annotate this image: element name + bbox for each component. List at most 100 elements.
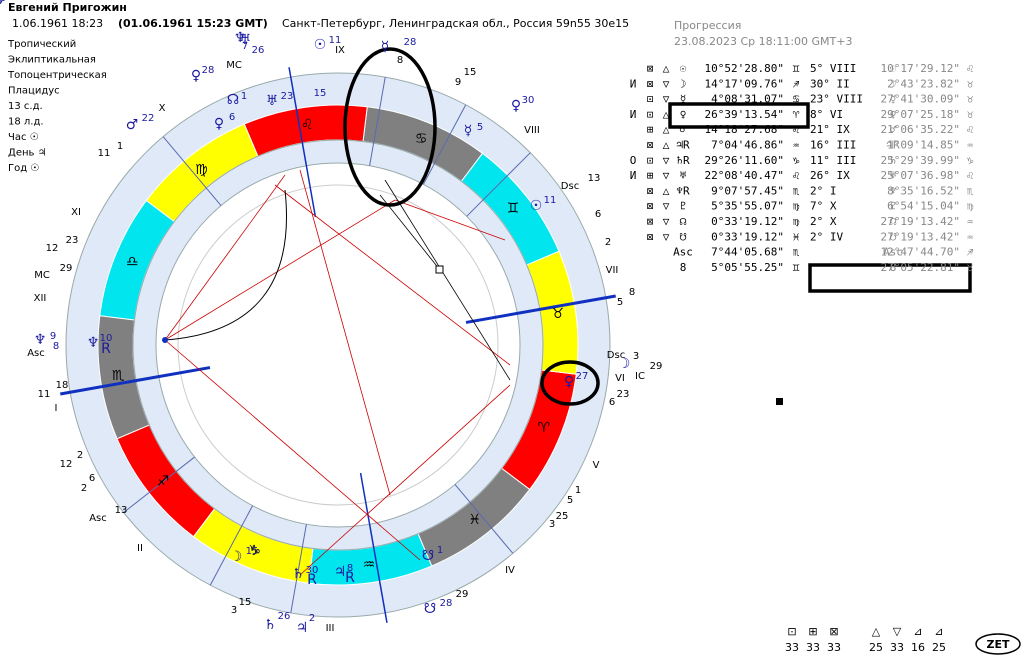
cusp-label: 3 — [549, 519, 555, 530]
planet-label: 8 — [53, 341, 59, 352]
stat-symbol: ⊿ — [934, 625, 943, 638]
table-cell: 27°19'13.42" — [881, 230, 960, 243]
table-cell: ♄R — [676, 154, 690, 167]
sign-glyph: ♈ — [538, 420, 551, 436]
table-cell: △ — [663, 108, 670, 121]
setting: Час ☉ — [8, 132, 39, 143]
table-cell: ♍ — [793, 215, 800, 228]
cusp-label: Asc — [89, 513, 107, 524]
table-cell: 26° IX — [810, 169, 850, 182]
table-cell: ⊡ — [647, 93, 654, 106]
sign-glyph: ♏ — [112, 368, 125, 384]
progression-date: 23.08.2023 Ср 18:11:00 GMT+3 — [674, 35, 853, 48]
table-cell: ♒ — [967, 230, 974, 243]
cusp-label: 5 — [567, 495, 573, 506]
inner-circle — [155, 162, 521, 528]
table-cell: ♊ — [793, 261, 800, 274]
cusp-label: VII — [606, 265, 619, 276]
cusp-label: 6 — [89, 473, 95, 484]
table-cell: 23° VIII — [810, 93, 863, 106]
aspect-arc — [164, 189, 287, 341]
table-cell: ☉ — [890, 62, 897, 75]
table-cell: △ — [663, 123, 670, 136]
cusp-label: 15 — [239, 597, 252, 608]
table-cell: Asc — [883, 246, 903, 259]
table-cell: 27°41'30.09" — [881, 93, 960, 106]
setting: День ♃ — [8, 148, 47, 159]
stat-symbol: ▽ — [893, 625, 902, 638]
planet-label: ♀ — [511, 98, 521, 114]
setting: Топоцентрическая — [7, 70, 107, 81]
cusp-label: XI — [71, 207, 81, 218]
table-cell: ♒ — [967, 215, 974, 228]
sign-glyph: ♑ — [249, 543, 262, 559]
table-cell: 4°08'31.07" — [711, 93, 784, 106]
highlight-box — [808, 263, 972, 293]
marker — [776, 398, 783, 405]
table-cell: 5°35'55.07" — [711, 200, 784, 213]
stat-symbol: ⊞ — [808, 625, 817, 638]
table-cell: ♀ — [890, 108, 897, 121]
aspect-line — [274, 184, 511, 366]
cusp-label: IC — [635, 371, 645, 382]
planet-label: 28 — [202, 65, 215, 76]
stat-symbol: △ — [872, 625, 881, 638]
planet-label: ☽ — [618, 356, 631, 372]
house-cusp — [123, 456, 195, 513]
planet-label: 10 — [100, 333, 113, 344]
sign-glyph: ♎ — [126, 254, 139, 270]
table-cell: ♈ — [793, 108, 800, 121]
cusp-label: 1 — [575, 485, 581, 496]
stat-symbol: ⊠ — [829, 625, 838, 638]
cusp-label: Asc — [27, 348, 45, 359]
cusp-label: 18 — [56, 380, 69, 391]
table-cell: ☉ — [680, 62, 687, 75]
table-cell: ▽ — [663, 215, 670, 228]
table-cell: 2° X — [810, 215, 837, 228]
table-cell: И — [630, 108, 637, 121]
table-cell: ♆ — [890, 184, 897, 197]
planet-label: ♅ — [266, 93, 279, 109]
table-cell: 25°07'36.98" — [881, 169, 960, 182]
highlight-box — [668, 102, 810, 129]
table-cell: 2° I — [810, 184, 837, 197]
table-cell: 8 — [680, 261, 687, 274]
house-cusp — [290, 524, 307, 613]
table-cell: ▽ — [663, 77, 670, 90]
table-cell: ♆R — [676, 184, 690, 197]
planet-label: 26 — [278, 611, 291, 622]
planet-label: 9 — [50, 331, 56, 342]
table-cell: ♇ — [890, 200, 897, 213]
cusp-label: VI — [615, 373, 625, 384]
table-cell: 5° VIII — [810, 62, 856, 75]
stat-count: 16 — [911, 641, 925, 654]
progression-title: Прогрессия — [674, 19, 741, 32]
table-cell: ♋ — [793, 93, 800, 106]
cusp-label: 2 — [81, 483, 87, 494]
table-cell: ⊡ — [647, 108, 654, 121]
table-cell: ☽ — [890, 77, 897, 90]
cusp-label: 29 — [650, 361, 663, 372]
planet-label: 26 — [252, 45, 265, 56]
table-cell: ⊠ — [647, 215, 654, 228]
cusp-label: II — [137, 543, 143, 554]
person-name: Евгений Пригожин — [8, 1, 127, 14]
planet-label: ☽ — [230, 549, 243, 565]
axis-line — [465, 294, 616, 324]
planet-label: ♆ — [87, 335, 100, 351]
table-cell: 5°05'55.25" — [711, 261, 784, 274]
planet-label: ♄ — [292, 566, 305, 582]
table-cell: 30° II — [810, 77, 850, 90]
stat-symbol: ⊡ — [787, 625, 796, 638]
table-cell: 10°17'29.12" — [881, 62, 960, 75]
table-cell: ♉ — [967, 93, 974, 106]
planet-label: ♀ — [214, 116, 224, 132]
aspect-line — [164, 174, 286, 341]
cusp-label: 25 — [556, 511, 569, 522]
cusp-label: 8 — [629, 287, 635, 298]
table-cell: ♌ — [967, 169, 974, 182]
cusp-label: XII — [34, 293, 47, 304]
table-cell: 2° IV — [810, 230, 843, 243]
table-cell: 21° IX — [810, 123, 850, 136]
planet-label: 27 — [576, 371, 589, 382]
